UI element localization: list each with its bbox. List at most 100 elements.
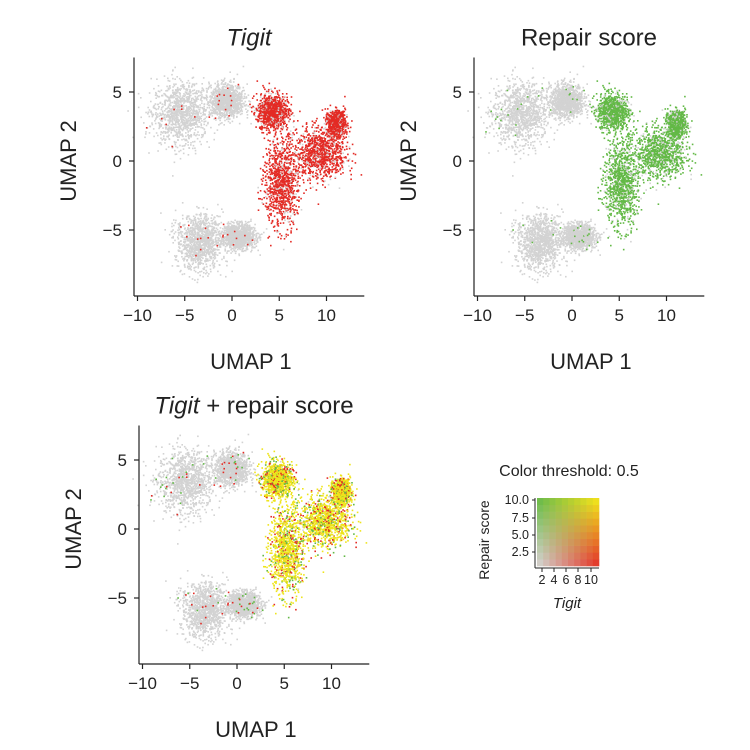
cell-point <box>168 146 170 148</box>
cell-point <box>164 139 166 141</box>
cell-point <box>221 122 223 124</box>
cell-point <box>204 118 206 120</box>
cell-point <box>162 127 164 129</box>
cell-point <box>163 93 165 95</box>
cell-point <box>172 175 174 177</box>
cell-point <box>154 120 156 122</box>
cell-point <box>186 82 188 84</box>
cell-point <box>182 122 184 124</box>
cell-point <box>204 133 206 135</box>
cell-point <box>180 122 182 124</box>
cell-point <box>178 101 180 103</box>
cell-point <box>206 141 208 143</box>
cell-point <box>183 119 185 121</box>
cell-point <box>180 126 182 128</box>
cell-point <box>148 152 150 154</box>
cell-point <box>157 150 159 152</box>
cell-point <box>154 107 156 109</box>
cell-point <box>172 86 174 88</box>
cell-point <box>178 119 180 121</box>
cell-point <box>210 127 212 129</box>
cell-point <box>174 115 176 117</box>
cell-point <box>192 141 194 143</box>
cell-point <box>157 113 159 115</box>
cell-point <box>160 142 162 144</box>
cell-point <box>167 136 169 138</box>
cell-point <box>192 110 194 112</box>
cell-point <box>194 147 196 149</box>
cell-point <box>175 83 177 85</box>
cell-point <box>201 116 203 118</box>
cell-point <box>177 89 179 91</box>
cell-point <box>138 93 140 95</box>
cell-point <box>175 146 177 148</box>
cell-point <box>127 110 129 112</box>
cell-point <box>203 77 205 79</box>
cell-point <box>199 111 201 113</box>
cell-point <box>244 93 246 95</box>
cell-point <box>161 139 163 141</box>
cell-point <box>179 110 181 112</box>
cell-point <box>194 134 196 136</box>
cell-point <box>209 107 211 109</box>
cell-point <box>189 106 191 108</box>
cell-point <box>179 93 181 95</box>
cell-point <box>208 82 210 84</box>
cell-point <box>155 114 157 116</box>
cell-point <box>174 162 176 164</box>
cell-point <box>186 129 188 131</box>
cell-point <box>189 102 191 104</box>
cell-point <box>169 108 171 110</box>
cell-point <box>188 98 190 100</box>
cell-point <box>201 134 203 136</box>
cell-point <box>206 125 208 127</box>
cell-point <box>180 117 182 119</box>
cell-point <box>174 129 176 131</box>
cell-point <box>198 134 200 136</box>
cell-point <box>218 124 220 126</box>
cell-point <box>163 138 165 140</box>
cell-point <box>196 98 198 100</box>
cell-point <box>200 113 202 115</box>
cell-point <box>157 96 159 98</box>
cell-point <box>196 112 198 114</box>
cell-point <box>177 139 179 141</box>
cell-point <box>194 119 196 121</box>
cell-point <box>185 132 187 134</box>
cell-point <box>179 97 181 99</box>
cell-point <box>164 75 166 77</box>
cell-point <box>184 96 186 98</box>
cell-point <box>175 154 177 156</box>
cell-point <box>176 129 178 131</box>
cell-point <box>189 82 191 84</box>
cell-point <box>162 132 164 134</box>
cell-point <box>149 92 151 94</box>
cell-point <box>186 127 188 129</box>
cell-point <box>207 107 209 109</box>
cell-point <box>144 137 146 139</box>
cell-point <box>205 121 207 123</box>
cell-point <box>189 113 191 115</box>
cell-point <box>182 145 184 147</box>
cell-point <box>190 142 192 144</box>
cell-point <box>199 121 201 123</box>
cell-point <box>185 136 187 138</box>
cell-point <box>196 90 198 92</box>
cell-point <box>191 99 193 101</box>
cell-point <box>179 88 181 90</box>
cell-point <box>166 116 168 118</box>
cell-point <box>189 147 191 149</box>
cell-point <box>173 83 175 85</box>
cell-point <box>190 91 192 93</box>
cell-point <box>193 106 195 108</box>
cell-point <box>156 132 158 134</box>
cell-point <box>187 131 189 133</box>
cell-point <box>213 139 215 141</box>
cell-point <box>170 116 172 118</box>
cell-point <box>189 117 191 119</box>
cell-point <box>166 149 168 151</box>
cell-point <box>175 93 177 95</box>
cell-point <box>168 106 170 108</box>
cell-point <box>147 107 149 109</box>
cell-point <box>204 131 206 133</box>
